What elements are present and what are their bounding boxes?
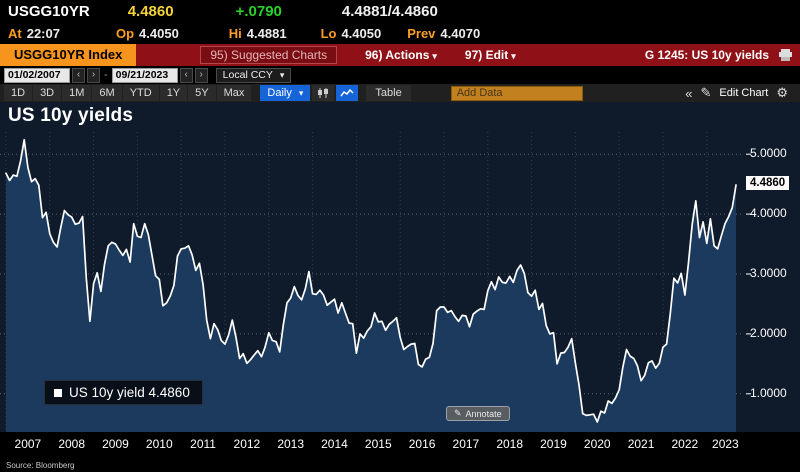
y-tick-label: 2.0000 [750,325,787,340]
caret-down-icon: ▾ [279,69,285,80]
ticker-symbol: USGG10YR [8,2,90,20]
y-tick-label: 3.0000 [750,266,787,280]
open-label: Op [115,25,135,41]
date-range-bar: ‹ › - ‹ › Local CCY▾ [0,66,800,84]
bid-ask: 4.4881/4.4860 [341,2,438,20]
x-tick-label: 2012 [233,437,261,451]
date-range-separator: - [104,69,108,81]
quote-secondary-row: At 22:07 Op 4.4050 Hi 4.4881 Lo 4.4050 P… [0,22,800,44]
chart-area: US 10y yields 1.0000 2.0000 3.0000 4.0000 5.… [0,102,800,458]
period-button-max[interactable]: Max [216,85,252,101]
prev-value: 4.4070 [440,25,481,41]
security-menu-bar: USGG10YR Index 95) Suggested Charts 96) … [0,44,800,66]
quote-primary-row: USGG10YR 4.4860 +.0790 4.4881/4.4860 [0,0,800,22]
collapse-icon[interactable]: « [685,85,693,101]
y-tick-label: 1.0000 [750,385,787,400]
end-date-next-icon[interactable]: › [194,67,208,83]
chart-title: US 10y yields [8,105,134,126]
security-tag[interactable]: USGG10YR Index [0,44,137,66]
x-tick-label: 2023 [712,437,739,451]
x-tick-label: 2008 [58,437,86,451]
gear-icon[interactable]: ⚙ [776,85,788,100]
edit-chart-button[interactable]: Edit Chart [719,87,769,99]
x-tick-label: 2016 [408,437,436,451]
quote-timestamp: 22:07 [26,25,60,41]
low-label: Lo [320,25,337,41]
edit-menu[interactable]: 97) Edit ▾ [464,48,516,62]
period-button-1y[interactable]: 1Y [159,85,188,101]
caret-down-icon: ▾ [432,51,437,61]
menu-bar: 95) Suggested Charts 96) Actions ▾ 97) Ed… [136,44,800,66]
caret-down-icon: ▾ [511,51,516,61]
frequency-select[interactable]: Daily ▾ [260,85,311,101]
period-button-1m[interactable]: 1M [62,85,92,101]
annotate-button[interactable]: ✎ Annotate [446,406,510,421]
chart-legend: US 10y yield 4.4860 [44,380,203,405]
end-date-prev-icon[interactable]: ‹ [179,67,193,83]
add-data-input[interactable] [450,85,583,101]
quote-time: At 22:07 [8,26,60,41]
y-tick-label: 5.0000 [750,146,787,161]
high-value: 4.4881 [246,25,287,41]
y-tick-label: 4.0000 [750,206,787,221]
table-button[interactable]: Table [366,85,411,101]
x-tick-label: 2013 [277,437,305,451]
quote-open: Op 4.4050 [116,26,179,41]
x-tick-label: 2011 [190,437,216,451]
x-tick-label: 2017 [452,437,480,451]
low-value: 4.4050 [341,25,382,41]
legend-label: US 10y yield 4.4860 [69,385,190,400]
x-axis-labels: 2007 2008 2009 2010 2011 2012 2013 2014 2015 2016… [0,432,800,458]
x-tick-label: 2010 [145,437,173,451]
start-date-input[interactable] [4,67,70,83]
line-chart-icon[interactable] [336,85,359,101]
period-button-6m[interactable]: 6M [92,85,122,101]
x-tick-label: 2020 [583,437,611,451]
currency-select[interactable]: Local CCY ▾ [215,67,292,83]
caret-down-icon: ▾ [298,88,304,98]
page-title: G 1245: US 10y yields [644,48,769,62]
x-tick-label: 2009 [102,437,129,451]
x-tick-label: 2022 [671,437,699,451]
x-tick-label: 2021 [627,437,655,451]
actions-menu[interactable]: 96) Actions ▾ [365,48,437,62]
at-label: At [8,25,22,41]
pencil-icon[interactable]: ✎ [700,85,712,100]
legend-marker [54,388,62,397]
start-date-prev-icon[interactable]: ‹ [72,67,85,83]
period-button-1d[interactable]: 1D [4,85,33,101]
period-buttons: 1D 3D 1M 6M YTD 1Y 5Y Max [4,85,252,101]
period-button-5y[interactable]: 5Y [188,85,216,101]
end-date-input[interactable] [111,67,178,83]
quote-prev: Prev 4.4070 [407,26,480,41]
quote-low: Lo 4.4050 [321,26,382,41]
x-tick-label: 2015 [364,437,392,451]
period-button-3d[interactable]: 3D [33,85,62,101]
annotate-pencil-icon: ✎ [454,408,462,418]
high-label: Hi [228,25,242,41]
x-tick-label: 2019 [540,437,567,451]
period-button-ytd[interactable]: YTD [122,85,159,101]
open-value: 4.4050 [139,25,179,41]
price-change: +.0790 [235,2,282,20]
last-value-badge: 4.4860 [746,175,790,190]
x-tick-label: 2007 [14,437,42,451]
prev-label: Prev [407,25,436,41]
x-tick-label: 2014 [321,437,348,451]
printer-icon[interactable] [779,49,792,61]
toolbar-right-cluster: « ✎ Edit Chart ⚙ [685,85,796,101]
last-price: 4.4860 [127,2,174,20]
suggested-charts-button[interactable]: 95) Suggested Charts [200,46,338,64]
x-tick-label: 2018 [496,437,524,451]
candlestick-chart-icon[interactable] [312,85,335,101]
quote-high: Hi 4.4881 [229,26,287,41]
source-attribution: Source: Bloomberg [0,458,800,472]
start-date-next-icon[interactable]: › [87,67,100,83]
